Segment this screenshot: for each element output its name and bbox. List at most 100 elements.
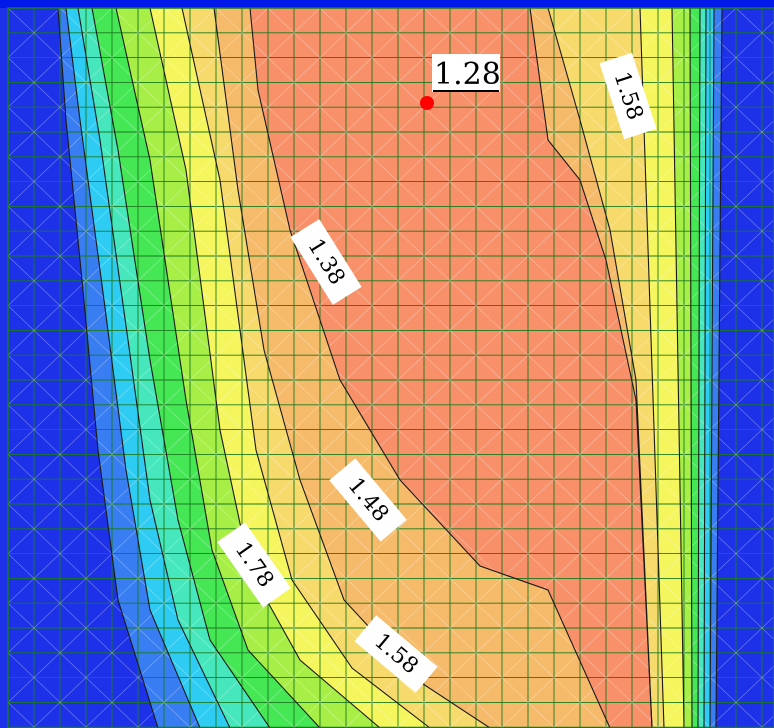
mesh-diagonal: [735, 503, 774, 541]
mesh-diagonal: [215, 57, 269, 108]
mesh-diagonal: [631, 206, 685, 257]
mesh-diagonal: [527, 354, 581, 406]
mesh-diagonal: [267, 702, 296, 728]
mesh-diagonal: [371, 156, 425, 207]
mesh-diagonal: [240, 702, 269, 728]
mesh-diagonal: [631, 702, 660, 728]
mesh-diagonal: [163, 602, 217, 654]
mesh-diagonal: [371, 354, 425, 406]
mesh-diagonal: [423, 404, 477, 455]
mesh-diagonal: [111, 602, 165, 654]
mesh-diagonal: [735, 368, 774, 406]
mesh-diagonal: [527, 553, 581, 604]
mesh-diagonal: [267, 206, 321, 257]
mesh-diagonal: [111, 106, 165, 158]
mesh-diagonal: [59, 255, 113, 306]
mesh-diagonal: [683, 602, 737, 654]
mesh-diagonal: [475, 702, 504, 728]
mesh-diagonal: [735, 219, 774, 257]
mesh-diagonal: [683, 404, 737, 455]
mesh-diagonal: [59, 305, 113, 356]
mesh-diagonal: [111, 454, 165, 505]
mesh-diagonal: [319, 404, 373, 455]
mesh-diagonal: [527, 503, 581, 554]
contour-line: [249, 7, 611, 728]
mesh-diagonal: [371, 255, 425, 306]
mesh-diagonal: [59, 553, 113, 604]
mesh-diagonal: [735, 206, 774, 244]
contour-line: [115, 7, 321, 728]
mesh-diagonal: [163, 255, 217, 306]
mesh-diagonal: [475, 602, 529, 654]
mesh-diagonal: [215, 106, 269, 158]
mesh-diagonal: [683, 57, 737, 108]
mesh-diagonal: [163, 454, 217, 505]
mesh-diagonal: [7, 206, 61, 257]
contour-line: [529, 7, 653, 728]
mesh-diagonal: [552, 702, 581, 728]
mesh-diagonal: [475, 156, 529, 207]
mesh-diagonal: [111, 206, 165, 257]
mesh-diagonal: [111, 206, 165, 257]
mesh-diagonal: [7, 206, 61, 257]
mesh-diagonal: [215, 354, 269, 406]
mesh-diagonal: [423, 7, 477, 58]
minimum-point-marker: [420, 96, 434, 110]
mesh-diagonal: [59, 602, 113, 654]
mesh-diagonal: [735, 305, 774, 343]
mesh-diagonal: [760, 715, 774, 728]
mesh-diagonal: [319, 404, 373, 455]
mesh-diagonal: [735, 255, 774, 293]
mesh-diagonal: [423, 156, 477, 207]
mesh-diagonal: [631, 553, 685, 604]
mesh-diagonal: [267, 503, 321, 554]
mesh-diagonal: [7, 354, 61, 406]
mesh-diagonal: [111, 106, 165, 158]
mesh-diagonal: [215, 106, 269, 158]
mesh-diagonal: [163, 503, 217, 554]
mesh-diagonal: [267, 305, 321, 356]
mesh-diagonal: [735, 652, 774, 690]
mesh-diagonal: [267, 354, 321, 406]
mesh-diagonal: [527, 57, 581, 108]
mesh-diagonal: [111, 652, 165, 703]
mesh-diagonal: [683, 454, 737, 505]
mesh-diagonal: [163, 156, 217, 207]
mesh-diagonal: [163, 354, 217, 406]
mesh-diagonal: [59, 354, 113, 406]
mesh-diagonal: [84, 702, 113, 728]
mesh-diagonal: [267, 255, 321, 306]
mesh-diagonal: [163, 305, 217, 356]
contour-line: [57, 7, 159, 728]
mesh-diagonal: [7, 503, 61, 554]
mesh-diagonal: [215, 602, 269, 654]
mesh-diagonal: [7, 702, 36, 728]
mesh-diagonal: [215, 404, 269, 455]
mesh-diagonal: [319, 652, 373, 703]
contour-line: [91, 7, 271, 728]
contour-line: [77, 7, 231, 728]
contour-line: [715, 7, 723, 728]
mesh-diagonal: [371, 156, 425, 207]
mesh-diagonal: [475, 156, 529, 207]
mesh-diagonal: [631, 354, 685, 406]
mesh-diagonal: [163, 602, 217, 654]
mesh-diagonal: [423, 156, 477, 207]
mesh-diagonal: [683, 7, 737, 58]
mesh-diagonal: [163, 206, 217, 257]
mesh-diagonal: [631, 602, 685, 654]
mesh-diagonal: [631, 503, 685, 554]
mesh-diagonal: [631, 7, 685, 58]
mesh-diagonal: [7, 652, 61, 703]
mesh-diagonal: [59, 652, 113, 703]
mesh-diagonal: [319, 652, 373, 703]
mesh-diagonal: [267, 602, 321, 654]
mesh-diagonal: [319, 7, 373, 58]
mesh-diagonal: [319, 206, 373, 257]
mesh-diagonal: [7, 404, 61, 455]
mesh-diagonal: [111, 7, 165, 58]
mesh-diagonal: [735, 702, 764, 728]
mesh-diagonal: [59, 206, 113, 257]
mesh-diagonal: [735, 169, 774, 207]
mesh-diagonal: [527, 305, 581, 356]
